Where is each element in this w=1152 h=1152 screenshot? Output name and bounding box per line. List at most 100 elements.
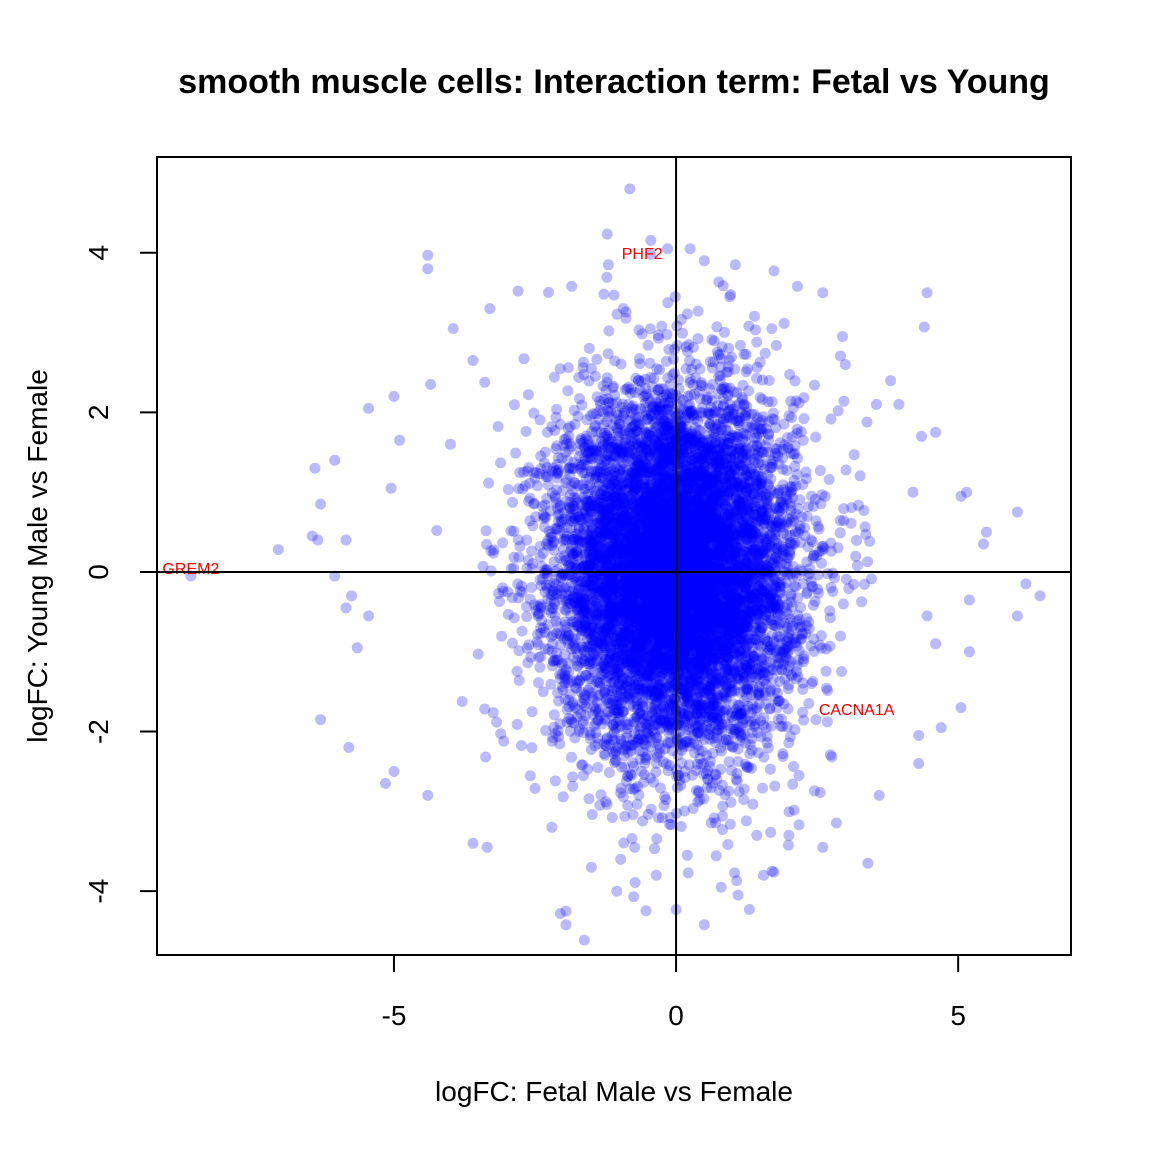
data-point	[495, 457, 507, 469]
data-point	[651, 476, 663, 488]
data-point	[744, 475, 756, 487]
data-point	[763, 479, 774, 491]
data-point	[621, 491, 633, 502]
data-point	[657, 556, 669, 568]
data-point	[612, 638, 624, 650]
data-point	[640, 905, 652, 917]
data-point	[684, 651, 696, 663]
data-point	[726, 605, 738, 617]
data-point	[652, 624, 663, 636]
data-point	[675, 582, 686, 594]
data-point	[692, 305, 704, 317]
data-point	[688, 440, 700, 452]
data-point	[649, 843, 660, 855]
data-point	[624, 528, 636, 540]
data-point	[626, 445, 637, 457]
data-point	[710, 423, 722, 435]
data-point	[533, 651, 545, 663]
data-point	[646, 670, 658, 682]
data-point	[728, 462, 740, 474]
data-point	[592, 690, 604, 702]
data-point	[723, 611, 735, 623]
data-point	[662, 524, 674, 536]
data-point	[652, 639, 664, 651]
data-point	[731, 562, 742, 574]
data-point	[561, 622, 573, 634]
data-point	[773, 484, 785, 496]
data-point	[705, 682, 717, 694]
data-point	[651, 533, 663, 545]
data-point	[733, 594, 745, 606]
data-point	[759, 463, 770, 475]
data-point	[585, 632, 597, 643]
data-point	[707, 618, 719, 630]
data-point	[766, 458, 778, 470]
data-point	[734, 657, 746, 669]
data-point	[645, 487, 656, 499]
data-point	[777, 547, 789, 559]
data-point	[695, 652, 707, 664]
data-point	[631, 529, 643, 541]
data-point	[684, 482, 696, 494]
data-point	[598, 556, 610, 568]
data-point	[709, 607, 721, 619]
data-point	[757, 546, 769, 558]
data-point	[621, 656, 633, 668]
data-point	[638, 577, 650, 589]
data-point	[813, 523, 825, 535]
data-point	[679, 650, 691, 661]
data-point	[614, 712, 626, 723]
data-point	[543, 525, 555, 537]
data-point	[599, 508, 611, 520]
data-point	[518, 466, 530, 478]
data-point	[589, 572, 601, 584]
data-point	[707, 474, 719, 486]
data-point	[719, 601, 731, 613]
data-point	[652, 534, 664, 546]
data-point	[524, 770, 536, 782]
data-point	[678, 598, 690, 610]
data-point	[712, 640, 724, 652]
data-point	[660, 758, 672, 770]
data-point	[587, 538, 599, 549]
data-point	[788, 804, 800, 816]
data-point	[677, 639, 689, 651]
data-point	[630, 618, 641, 630]
data-point	[705, 503, 717, 515]
data-point	[686, 593, 698, 604]
data-point	[647, 381, 658, 392]
data-point	[653, 610, 665, 621]
data-point	[665, 606, 677, 618]
data-point	[773, 631, 785, 643]
data-point	[710, 850, 722, 862]
chart-title: smooth muscle cells: Interaction term: F…	[178, 63, 1050, 101]
data-point	[681, 455, 693, 467]
data-point	[677, 452, 689, 464]
data-point	[720, 478, 732, 490]
data-point	[526, 706, 538, 718]
data-point	[689, 491, 700, 502]
data-point	[635, 613, 647, 625]
data-point	[749, 310, 760, 322]
data-point	[655, 582, 667, 594]
data-point	[702, 481, 714, 493]
data-point	[661, 483, 673, 495]
data-point	[778, 317, 790, 329]
data-point	[638, 583, 650, 595]
data-point	[688, 616, 700, 628]
data-point	[751, 361, 763, 373]
data-point	[631, 628, 643, 640]
data-point	[848, 449, 860, 461]
data-point	[641, 683, 653, 695]
data-point	[716, 779, 728, 791]
data-point	[759, 440, 771, 452]
data-point	[730, 476, 742, 488]
data-point	[621, 675, 633, 687]
data-point	[583, 625, 595, 637]
data-point	[721, 460, 733, 472]
data-point	[589, 485, 601, 497]
data-point	[677, 501, 689, 513]
data-point	[699, 581, 711, 592]
data-point	[646, 524, 658, 536]
data-point	[687, 482, 699, 494]
